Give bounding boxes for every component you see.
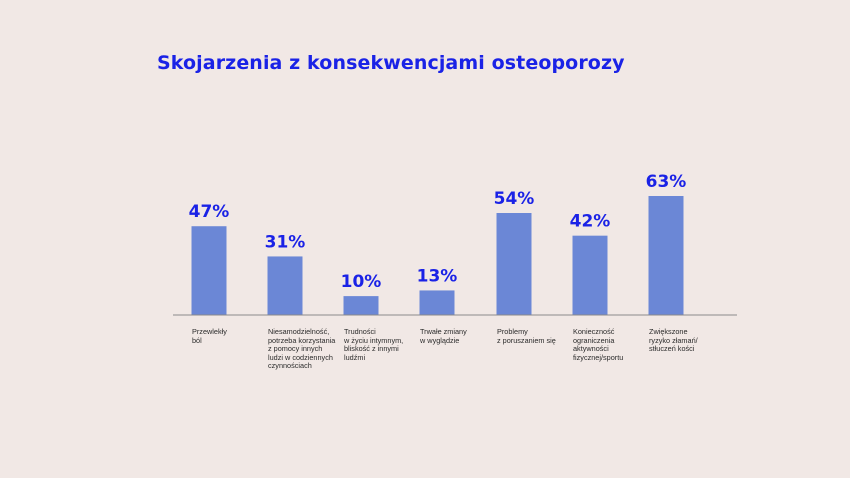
- category-label-4: Trwałe zmiany w wyglądzie: [420, 327, 467, 345]
- bar-4: [419, 290, 455, 315]
- value-label-7: 63%: [646, 172, 687, 192]
- category-label-1: Przewlekły ból: [192, 327, 227, 345]
- value-label-1: 47%: [189, 202, 230, 222]
- value-label-6: 42%: [570, 212, 611, 232]
- value-label-2: 31%: [265, 232, 306, 252]
- category-label-6: Konieczność ograniczenia aktywności fizy…: [573, 327, 624, 362]
- bar-2: [267, 256, 303, 315]
- value-label-5: 54%: [494, 189, 535, 209]
- bars-group: [191, 196, 684, 315]
- bar-5: [496, 213, 532, 315]
- category-label-2: Niesamodzielność, potrzeba korzystania z…: [268, 327, 336, 371]
- value-label-3: 10%: [341, 272, 382, 292]
- bar-6: [572, 235, 608, 315]
- value-labels-group: 47% 31% 10% 13% 54% 42% 63%: [189, 172, 687, 292]
- value-label-4: 13%: [417, 266, 458, 286]
- category-label-7: Zwiększone ryzyko złamań/ stłuczeń kości: [649, 327, 698, 354]
- category-label-3: Trudności w życiu intymnym, bliskość z i…: [344, 327, 404, 362]
- bar-7: [648, 196, 684, 315]
- category-label-5: Problemy z poruszaniem się: [497, 327, 556, 345]
- bar-3: [343, 296, 379, 315]
- bar-1: [191, 226, 227, 315]
- chart-title: Skojarzenia z konsekwencjami osteoporozy: [157, 52, 625, 74]
